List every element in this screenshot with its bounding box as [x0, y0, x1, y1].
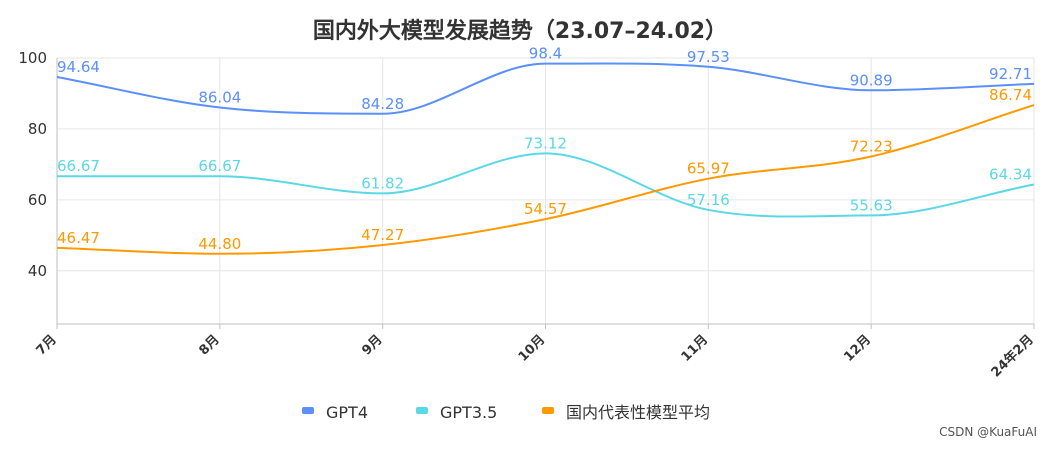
- data-label: 90.89: [850, 71, 893, 89]
- data-label: 47.27: [361, 226, 404, 244]
- y-tick-label: 60: [28, 191, 47, 209]
- x-tick-label: 7月: [34, 332, 60, 358]
- data-label: 92.71: [989, 65, 1032, 83]
- data-label: 94.64: [57, 58, 100, 76]
- data-label: 84.28: [361, 95, 404, 113]
- x-tick-label: 9月: [359, 332, 385, 358]
- x-tick-label: 8月: [196, 332, 222, 358]
- data-label: 86.04: [198, 89, 241, 107]
- y-tick-label: 100: [18, 49, 47, 67]
- data-label: 46.47: [57, 229, 100, 247]
- data-label: 98.4: [529, 45, 562, 63]
- x-tick-label: 24年2月: [988, 332, 1037, 381]
- data-label: 55.63: [850, 196, 893, 214]
- legend-label: 国内代表性模型平均: [566, 403, 710, 422]
- legend-label: GPT4: [326, 403, 368, 422]
- data-label: 65.97: [687, 160, 730, 178]
- x-tick-label: 10月: [516, 332, 549, 365]
- data-label: 64.34: [989, 165, 1032, 183]
- legend-swatch: [542, 407, 554, 414]
- data-label: 54.57: [524, 200, 567, 218]
- legend-label: GPT3.5: [440, 403, 497, 422]
- data-label: 44.80: [198, 235, 241, 253]
- data-label: 66.67: [198, 157, 241, 175]
- chart-title: 国内外大模型发展趋势（23.07–24.02）: [313, 18, 727, 44]
- data-label: 57.16: [687, 191, 730, 209]
- legend-swatch: [302, 407, 314, 414]
- series-line-GPT4: [56, 62, 1035, 115]
- data-label: 72.23: [850, 137, 893, 155]
- data-label: 73.12: [524, 134, 567, 152]
- series-line-国内代表性模型平均: [56, 104, 1035, 255]
- data-label: 66.67: [57, 157, 100, 175]
- data-label: 61.82: [361, 174, 404, 192]
- x-tick-label: 12月: [841, 332, 874, 365]
- legend-swatch: [416, 407, 428, 414]
- x-tick-label: 11月: [679, 332, 712, 365]
- y-tick-label: 40: [28, 262, 47, 280]
- y-tick-label: 80: [28, 120, 47, 138]
- data-label: 97.53: [687, 48, 730, 66]
- data-label: 86.74: [989, 86, 1032, 104]
- series-line-GPT3.5: [57, 152, 1035, 218]
- watermark: CSDN @KuaFuAI: [939, 425, 1037, 439]
